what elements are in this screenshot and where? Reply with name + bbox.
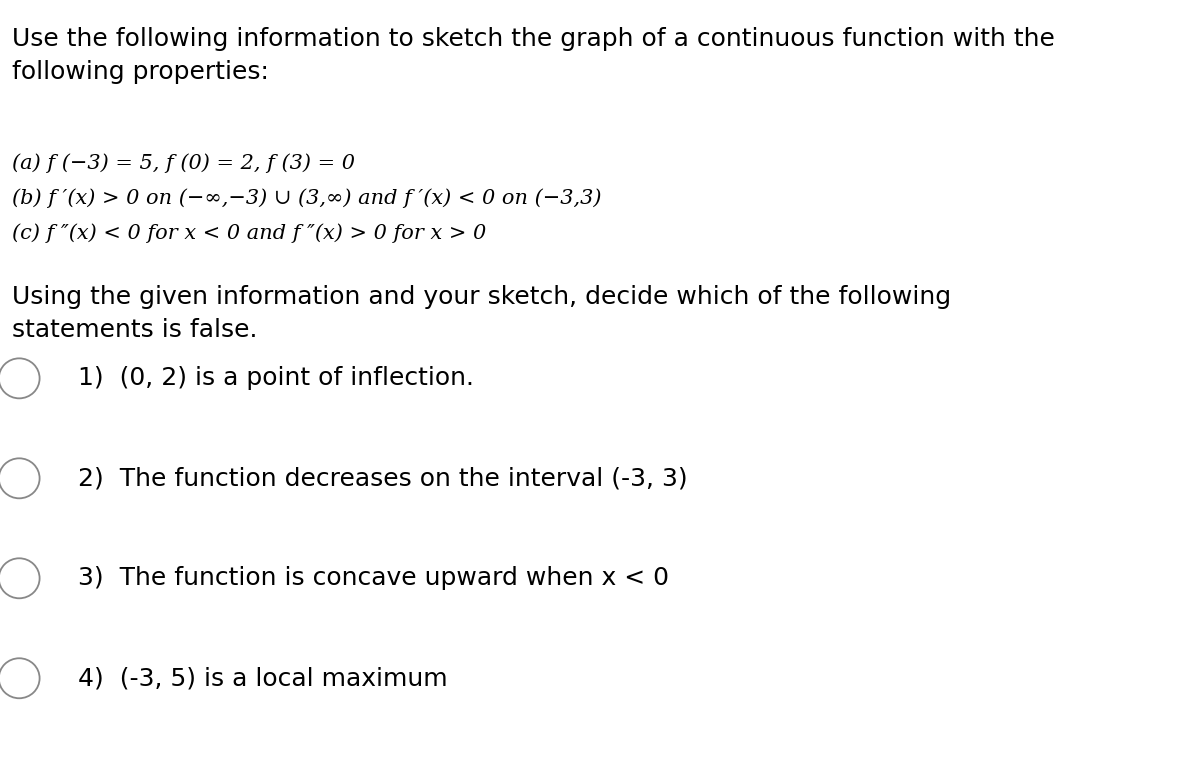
Text: Use the following information to sketch the graph of a continuous function with : Use the following information to sketch … [12, 27, 1055, 85]
Text: Using the given information and your sketch, decide which of the following
state: Using the given information and your ske… [12, 285, 952, 342]
Text: (b) f ′(x) > 0 on (−∞,−3) ∪ (3,∞) and f ′(x) < 0 on (−3,3): (b) f ′(x) > 0 on (−∞,−3) ∪ (3,∞) and f … [12, 188, 601, 208]
Text: 2)  The function decreases on the interval (-3, 3): 2) The function decreases on the interva… [78, 466, 688, 491]
Text: (a) f (−3) = 5, f (0) = 2, f (3) = 0: (a) f (−3) = 5, f (0) = 2, f (3) = 0 [12, 154, 355, 174]
Text: 4)  (-3, 5) is a local maximum: 4) (-3, 5) is a local maximum [78, 666, 448, 691]
Text: (c) f ″(x) < 0 for x < 0 and f ″(x) > 0 for x > 0: (c) f ″(x) < 0 for x < 0 and f ″(x) > 0 … [12, 223, 486, 243]
Text: 1)  (0, 2) is a point of inflection.: 1) (0, 2) is a point of inflection. [78, 366, 474, 391]
Text: 3)  The function is concave upward when x < 0: 3) The function is concave upward when x… [78, 566, 670, 591]
